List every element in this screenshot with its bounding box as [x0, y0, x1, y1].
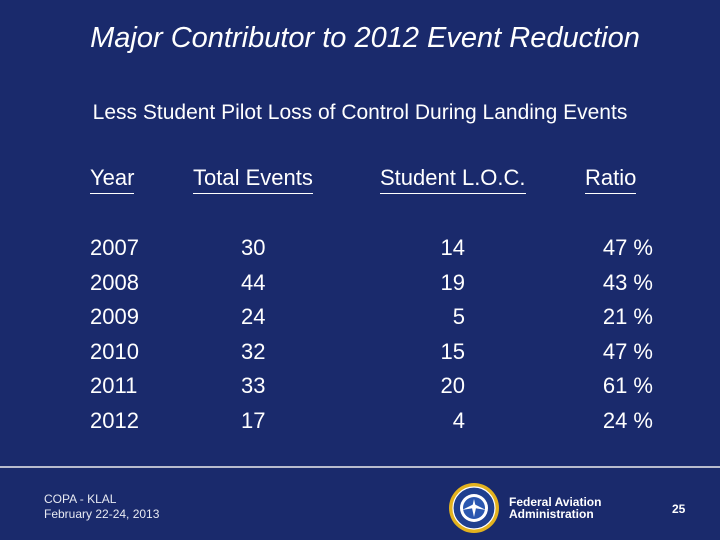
- ratio-cell: 24 %: [602, 407, 653, 433]
- faa-wordmark: Federal Aviation Administration: [509, 496, 601, 520]
- page-number: 25: [672, 502, 686, 516]
- ratio-cell: 47 %: [602, 235, 653, 260]
- year-cell: 2007: [90, 235, 139, 260]
- ratio-cell: 43 %: [602, 269, 653, 295]
- total-events-cell: 32: [241, 338, 266, 364]
- year-cell: 2011: [90, 373, 138, 398]
- total-events-column: 30 44 24 32 33 17: [241, 231, 265, 438]
- slide-subtitle: Less Student Pilot Loss of Control Durin…: [92, 101, 628, 124]
- footer-dates: February 22-24, 2013: [44, 507, 160, 521]
- total-events-cell: 30: [241, 235, 266, 260]
- footer-event: COPA - KLAL: [44, 492, 117, 506]
- total-events-cell: 24: [241, 304, 266, 329]
- header-year: Year: [90, 165, 135, 194]
- footer-divider: [0, 466, 720, 468]
- ratio-cell: 61 %: [602, 373, 653, 398]
- header-total-events: Total Events: [193, 165, 313, 194]
- faa-line-1: Federal Aviation: [509, 495, 602, 509]
- ratio-cell: 21 %: [602, 304, 653, 329]
- student-loc-cell: 4: [452, 407, 465, 433]
- year-column: 2007 2008 2009 2010 2011 2012: [90, 231, 139, 438]
- total-events-cell: 33: [241, 373, 266, 398]
- footer-event-info: COPA - KLAL February 22-24, 2013: [44, 492, 159, 522]
- student-loc-cell: 19: [440, 269, 465, 295]
- student-loc-cell: 14: [440, 235, 465, 260]
- total-events-cell: 17: [241, 407, 266, 433]
- header-student-loc: Student L.O.C.: [380, 165, 526, 194]
- student-loc-cell: 20: [440, 373, 465, 398]
- year-cell: 2012: [90, 407, 139, 433]
- faa-line-2: Administration: [509, 507, 594, 521]
- slide-title: Major Contributor to 2012 Event Reductio…: [90, 22, 640, 54]
- student-loc-cell: 5: [452, 304, 465, 329]
- ratio-column: 47 % 43 % 21 % 47 % 61 % 24 %: [570, 231, 653, 438]
- student-loc-cell: 15: [440, 338, 465, 364]
- ratio-cell: 47 %: [602, 338, 653, 364]
- year-cell: 2008: [90, 269, 139, 295]
- total-events-cell: 44: [241, 269, 266, 295]
- year-cell: 2010: [90, 338, 139, 364]
- faa-seal-icon: [449, 483, 499, 533]
- year-cell: 2009: [90, 304, 139, 329]
- header-ratio: Ratio: [585, 165, 637, 194]
- student-loc-column: 14 19 5 15 20 4: [410, 231, 465, 438]
